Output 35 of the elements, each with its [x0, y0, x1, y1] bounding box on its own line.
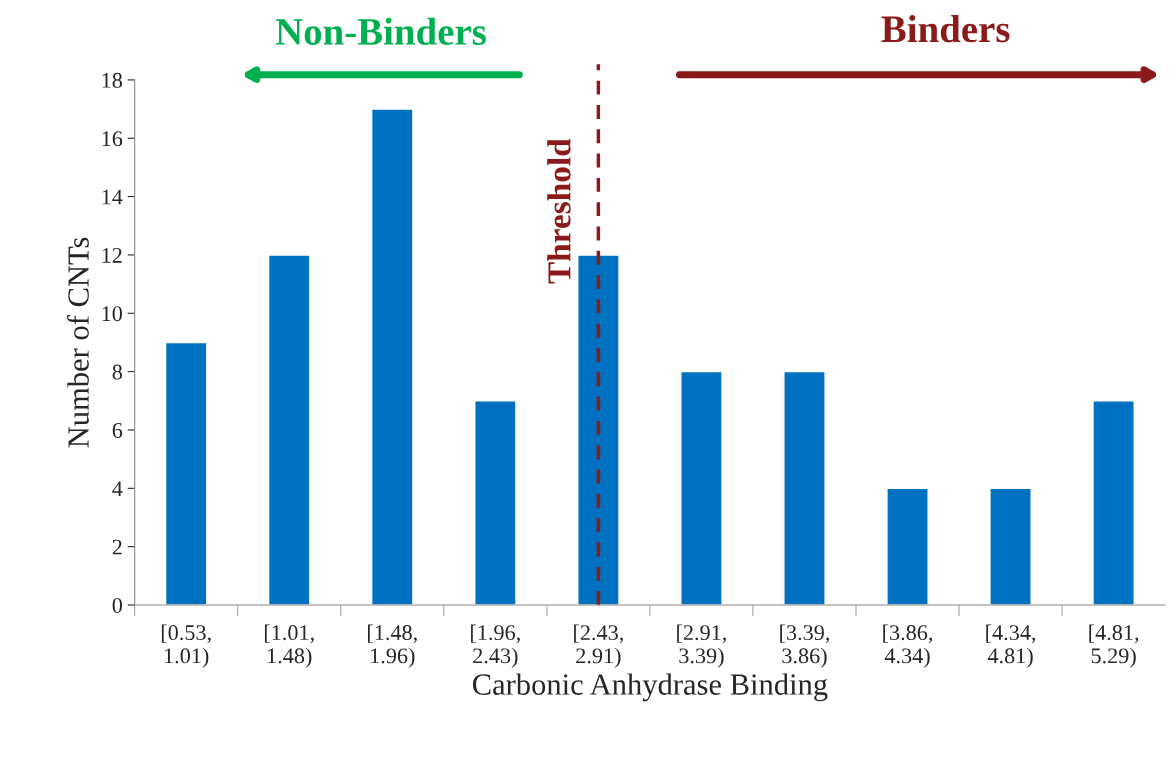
ref-line-label: Threshold: [547, 138, 571, 284]
x-tick-label: [0.53, 1.01): [161, 624, 211, 668]
y-tick-label: 16: [102, 131, 123, 147]
y-tick-label: 6: [112, 422, 123, 438]
bar: [577, 254, 620, 605]
x-tick-label: [3.39, 3.86): [780, 624, 829, 668]
text: Binders: [881, 15, 1010, 43]
text: Non-Binders: [275, 17, 486, 46]
x-tick-label: [2.91, 3.39): [677, 624, 726, 668]
x-axis-title: Carbonic Anhydrase Binding: [472, 673, 828, 702]
y-tick-label: 2: [112, 539, 122, 555]
bar: [680, 370, 723, 605]
bar: [1092, 400, 1135, 605]
y-tick-label: 10: [102, 306, 123, 322]
y-tick-label: 12: [102, 247, 122, 263]
bar: [370, 108, 414, 605]
y-tick-label: 0: [112, 597, 123, 613]
x-tick-label: [1.96, 2.43): [471, 624, 520, 668]
bar: [164, 341, 208, 605]
x-tick-label: [1.01, 1.48): [264, 624, 314, 668]
x-tick-label: [2.43, 2.91): [574, 624, 623, 668]
x-tick-label: [4.34, 4.81): [986, 624, 1036, 668]
y-tick-label: 4: [112, 481, 123, 497]
bar: [989, 487, 1032, 605]
bar: [267, 254, 311, 605]
bar: [474, 400, 517, 605]
y-axis-title: Number of CNTs: [67, 237, 89, 448]
bar: [783, 370, 826, 605]
y-tick-label: 18: [102, 72, 123, 88]
y-tick-label: 14: [102, 189, 123, 205]
x-tick-label: [1.48, 1.96): [368, 624, 417, 668]
y-tick-label: 8: [112, 364, 123, 380]
x-tick-label: [3.86, 4.34): [883, 624, 933, 668]
bar: [886, 487, 929, 605]
x-tick-label: [4.81, 5.29): [1089, 624, 1139, 668]
